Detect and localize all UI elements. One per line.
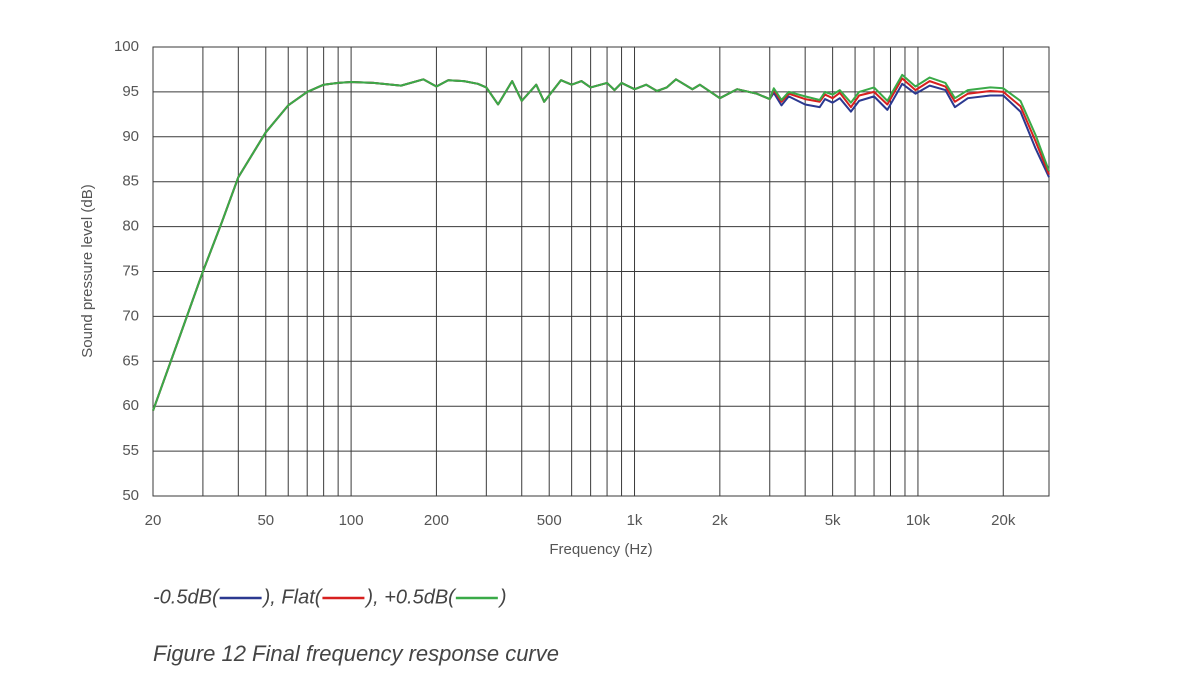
legend-bracket: ( [448, 586, 457, 608]
caption: Figure 12 Final frequency response curve [153, 641, 559, 666]
y-tick-label: 100 [114, 38, 139, 55]
x-tick-label: 1k [627, 512, 643, 529]
legend-bracket: ( [315, 586, 324, 608]
legend-bracket: ( [212, 586, 221, 608]
legend-bracket: ) [364, 586, 373, 608]
y-tick-label: 80 [122, 218, 139, 235]
x-axis-label: Frequency (Hz) [549, 541, 652, 558]
x-tick-label: 500 [537, 512, 562, 529]
y-tick-label: 90 [122, 128, 139, 145]
y-axis-label: Sound pressure level (dB) [79, 184, 96, 357]
y-tick-label: 50 [122, 487, 139, 504]
legend-label: -0.5dB [153, 586, 212, 608]
y-tick-label: 55 [122, 442, 139, 459]
y-tick-label: 95 [122, 83, 139, 100]
plot-frame [152, 46, 1050, 497]
x-tick-label: 200 [424, 512, 449, 529]
legend-separator: , [373, 586, 384, 608]
legend-label: +0.5dB [384, 586, 448, 608]
x-tick-label: 20 [145, 512, 162, 529]
legend-separator: , [270, 586, 281, 608]
y-tick-label: 70 [122, 307, 139, 324]
x-tick-label: 2k [712, 512, 728, 529]
series-line [152, 73, 1050, 412]
legend-bracket: ) [498, 586, 507, 608]
x-tick-label: 50 [257, 512, 274, 529]
x-tick-label: 5k [825, 512, 841, 529]
y-tick-label: 65 [122, 352, 139, 369]
legend-bracket: ) [262, 586, 271, 608]
y-tick-label: 60 [122, 397, 139, 414]
y-tick-label: 85 [122, 173, 139, 190]
legend-label: Flat [281, 586, 316, 608]
y-tick-label: 75 [122, 262, 139, 279]
x-tick-label: 10k [906, 512, 931, 529]
x-tick-label: 100 [339, 512, 364, 529]
x-tick-label: 20k [991, 512, 1016, 529]
